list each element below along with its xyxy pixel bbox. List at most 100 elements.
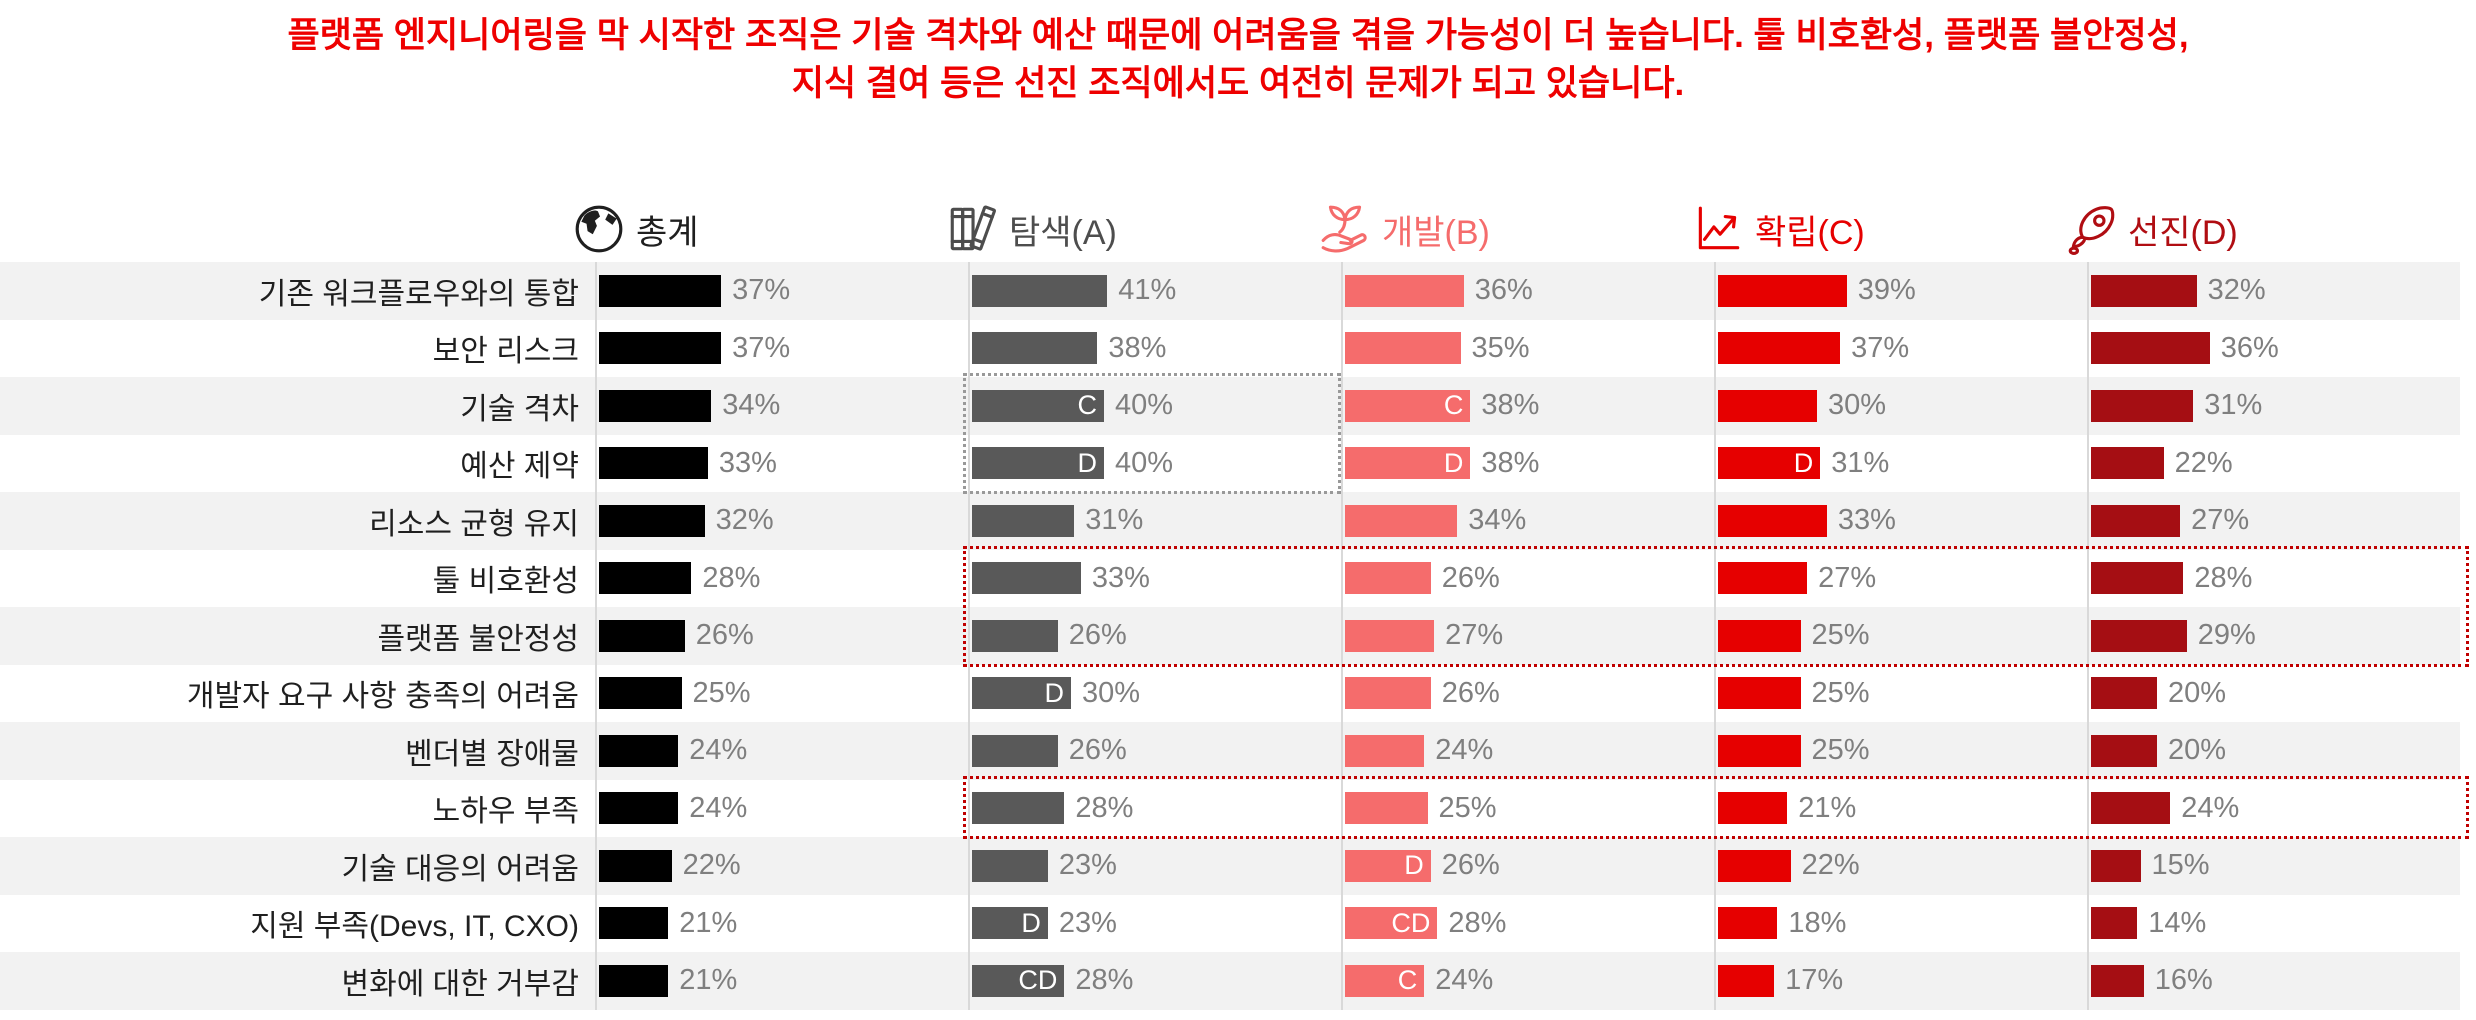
bar: D: [972, 447, 1104, 480]
bar: [1345, 332, 1461, 365]
bar-value: 21%: [679, 964, 738, 997]
bar: [1718, 562, 1808, 595]
bar-value: 20%: [2168, 676, 2227, 709]
bar: [1718, 504, 1827, 537]
bar-cell: D 26%: [1341, 837, 1714, 895]
bar: C: [1345, 389, 1471, 422]
bar: [972, 274, 1108, 307]
bar: [1718, 619, 1801, 652]
bar: [599, 619, 685, 652]
bar-cell: 27%: [2087, 492, 2460, 550]
significance-marker: D: [1021, 907, 1041, 938]
bar: [2091, 849, 2141, 882]
bar: [599, 734, 679, 767]
bar: D: [1345, 849, 1431, 882]
bar-value: 24%: [1435, 964, 1494, 997]
bar-value: 26%: [1068, 619, 1127, 652]
bar-value: 24%: [2181, 791, 2240, 824]
bar-value: 24%: [1435, 734, 1494, 767]
bar-cell: 21%: [1714, 779, 2087, 837]
bar-cell: 37%: [595, 319, 968, 377]
table-row: 노하우 부족 24% 28% 25% 21% 24%: [0, 779, 2460, 837]
row-label: 리소스 균형 유지: [369, 507, 579, 541]
bar: C: [1345, 964, 1425, 997]
table-row: 툴 비호환성 28% 33% 26% 27% 28%: [0, 549, 2460, 607]
bar: D: [1345, 447, 1471, 480]
bar-value: 25%: [1811, 676, 1870, 709]
bar-value: 22%: [2174, 446, 2233, 479]
bar-value: 38%: [1481, 446, 1540, 479]
bar: [1718, 792, 1788, 825]
globe-icon: [572, 202, 626, 256]
bar: [599, 274, 722, 307]
bar: [972, 504, 1075, 537]
bar-cell: D 38%: [1341, 434, 1714, 492]
bar: [972, 734, 1058, 767]
bar-value: 37%: [732, 331, 791, 364]
row-label: 기존 워크플로우와의 통합: [258, 277, 579, 311]
bar-cell: 26%: [968, 607, 1341, 665]
bar-cell: 24%: [595, 779, 968, 837]
column-header-label: 선진(D): [2128, 213, 2238, 252]
bar-cell: 22%: [595, 837, 968, 895]
bar-value: 33%: [1091, 561, 1150, 594]
significance-marker: C: [1077, 390, 1098, 421]
bar-cell: 31%: [2087, 377, 2460, 435]
bar-value: 15%: [2151, 849, 2210, 882]
bar-value: 21%: [1798, 791, 1857, 824]
bar-value: 18%: [1788, 906, 1847, 939]
bar: [2091, 734, 2157, 767]
column-headers: 총계 탐색(A) 개발(B) 확립(C) 선진(D): [0, 194, 2476, 264]
bar: [1718, 964, 1775, 997]
bar-cell: 33%: [595, 434, 968, 492]
bar: [599, 964, 669, 997]
bar-cell: 26%: [1341, 664, 1714, 722]
bar-value: 28%: [1075, 964, 1134, 997]
bar: [2091, 274, 2197, 307]
bar-cell: 30%: [1714, 377, 2087, 435]
bar-cell: 28%: [968, 779, 1341, 837]
bar-cell: 32%: [595, 492, 968, 550]
bar-value: 26%: [1441, 849, 1500, 882]
line-chart-icon: [1691, 202, 1745, 256]
bar-cell: C 40%: [968, 377, 1341, 435]
bar-value: 22%: [682, 849, 741, 882]
bar: [599, 849, 672, 882]
row-label: 보안 리스크: [432, 335, 579, 369]
bar-value: 30%: [1828, 389, 1887, 422]
bar-value: 26%: [695, 619, 754, 652]
bar-value: 28%: [702, 561, 761, 594]
column-header-2: 탐색(A): [945, 194, 1117, 264]
bar-cell: D 40%: [968, 434, 1341, 492]
bar-value: 20%: [2168, 734, 2227, 767]
bar-value: 35%: [1471, 331, 1530, 364]
significance-marker: C: [1443, 390, 1464, 421]
bar-value: 23%: [1058, 849, 1117, 882]
bar-cell: D 23%: [968, 894, 1341, 952]
bar-cell: 22%: [1714, 837, 2087, 895]
bar-value: 40%: [1115, 446, 1174, 479]
bar-cell: 16%: [2087, 952, 2460, 1010]
row-label: 기술 대응의 어려움: [341, 852, 579, 886]
bar: [1718, 849, 1791, 882]
bar-value: 28%: [1075, 791, 1134, 824]
row-label: 개발자 요구 사항 충족의 어려움: [186, 680, 579, 714]
bar-cell: 26%: [1341, 549, 1714, 607]
bar-value: 28%: [2194, 561, 2253, 594]
bar-value: 27%: [1818, 561, 1877, 594]
bar-cell: 27%: [1714, 549, 2087, 607]
bar-value: 30%: [1082, 676, 1141, 709]
sprout-hand-icon: [1318, 202, 1372, 256]
bar: [599, 792, 679, 825]
bar-value: 31%: [1831, 446, 1890, 479]
bar: CD: [1345, 907, 1438, 940]
bar-value: 31%: [2204, 389, 2263, 422]
bar: [599, 389, 712, 422]
bar: [1345, 619, 1435, 652]
bar-value: 25%: [1811, 619, 1870, 652]
column-header-label: 탐색(A): [1009, 213, 1117, 252]
bar-value: 36%: [2220, 331, 2279, 364]
bar-cell: 20%: [2087, 722, 2460, 780]
bar: [1345, 734, 1425, 767]
bar: [2091, 447, 2164, 480]
